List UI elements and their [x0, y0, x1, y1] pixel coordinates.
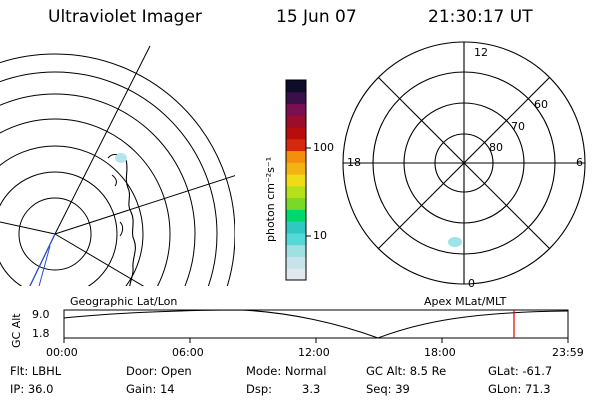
colorbar-cell: [286, 221, 306, 234]
colorbar-cell: [286, 103, 306, 116]
time-tick-1200: 12:00: [298, 346, 330, 359]
left-panel-label: Geographic Lat/Lon: [70, 295, 178, 308]
altitude-tick-low: 1.8: [32, 327, 50, 340]
image-date: 15 Jun 07: [276, 7, 357, 27]
colorbar-cell: [286, 174, 306, 187]
altitude-plot: [63, 309, 569, 343]
colorbar-tick-100: 100: [313, 141, 334, 154]
altitude-y-label: GC Alt: [10, 313, 23, 348]
altitude-tick-high: 9.0: [32, 308, 50, 321]
glon-info: GLon: 71.3: [488, 382, 551, 396]
right-panel-label: Apex MLat/MLT: [424, 295, 507, 308]
time-tick-1800: 18:00: [424, 346, 456, 359]
time-tick-2359: 23:59: [552, 346, 584, 359]
colorbar-cell: [286, 209, 306, 222]
mode-info: Mode: Normal: [246, 364, 327, 378]
mlt-label-18: 18: [347, 156, 361, 169]
gc-alt-info: GC Alt: 8.5 Re: [366, 364, 447, 378]
mlt-label-6: 6: [576, 156, 583, 169]
mlat-label-60: 60: [534, 98, 548, 111]
colorbar-cell: [286, 268, 306, 281]
colorbar-cell: [286, 256, 306, 269]
dsp-value: 3.3: [302, 382, 321, 396]
image-time: 21:30:17 UT: [428, 7, 533, 27]
dsp-label: Dsp:: [246, 382, 273, 396]
instrument-title: Ultraviolet Imager: [48, 7, 202, 27]
mlt-label-0: 0: [468, 277, 475, 290]
colorbar-tick-10: 10: [313, 229, 327, 242]
color-bar: [285, 79, 311, 281]
colorbar-cell: [286, 232, 306, 246]
seq-info: Seq: 39: [366, 382, 410, 396]
mlt-label-12: 12: [474, 46, 488, 59]
colorbar-cell: [286, 115, 306, 128]
colorbar-cell: [286, 162, 306, 175]
colorbar-cell: [286, 185, 306, 199]
ip-info: IP: 36.0: [10, 382, 54, 396]
mlat-label-70: 70: [511, 120, 525, 133]
gain-info: Gain: 14: [126, 382, 175, 396]
filter-info: Flt: LBHL: [10, 364, 62, 378]
time-tick-0000: 00:00: [46, 346, 78, 359]
colorbar-cell: [286, 197, 306, 210]
colorbar-cell: [286, 80, 306, 93]
polar-plot: [342, 41, 586, 285]
glat-info: GLat: -61.7: [488, 364, 553, 378]
colorbar-cell: [286, 150, 306, 163]
time-tick-0600: 06:00: [172, 346, 204, 359]
colorbar-cell: [286, 244, 306, 257]
geographic-map: [0, 45, 235, 286]
colorbar-cell: [286, 138, 306, 152]
colorbar-unit-label: photon cm⁻²s⁻¹: [264, 156, 277, 242]
mlat-label-80: 80: [489, 141, 503, 154]
colorbar-cell: [286, 91, 306, 105]
colorbar-cell: [286, 127, 306, 140]
door-info: Door: Open: [126, 364, 192, 378]
